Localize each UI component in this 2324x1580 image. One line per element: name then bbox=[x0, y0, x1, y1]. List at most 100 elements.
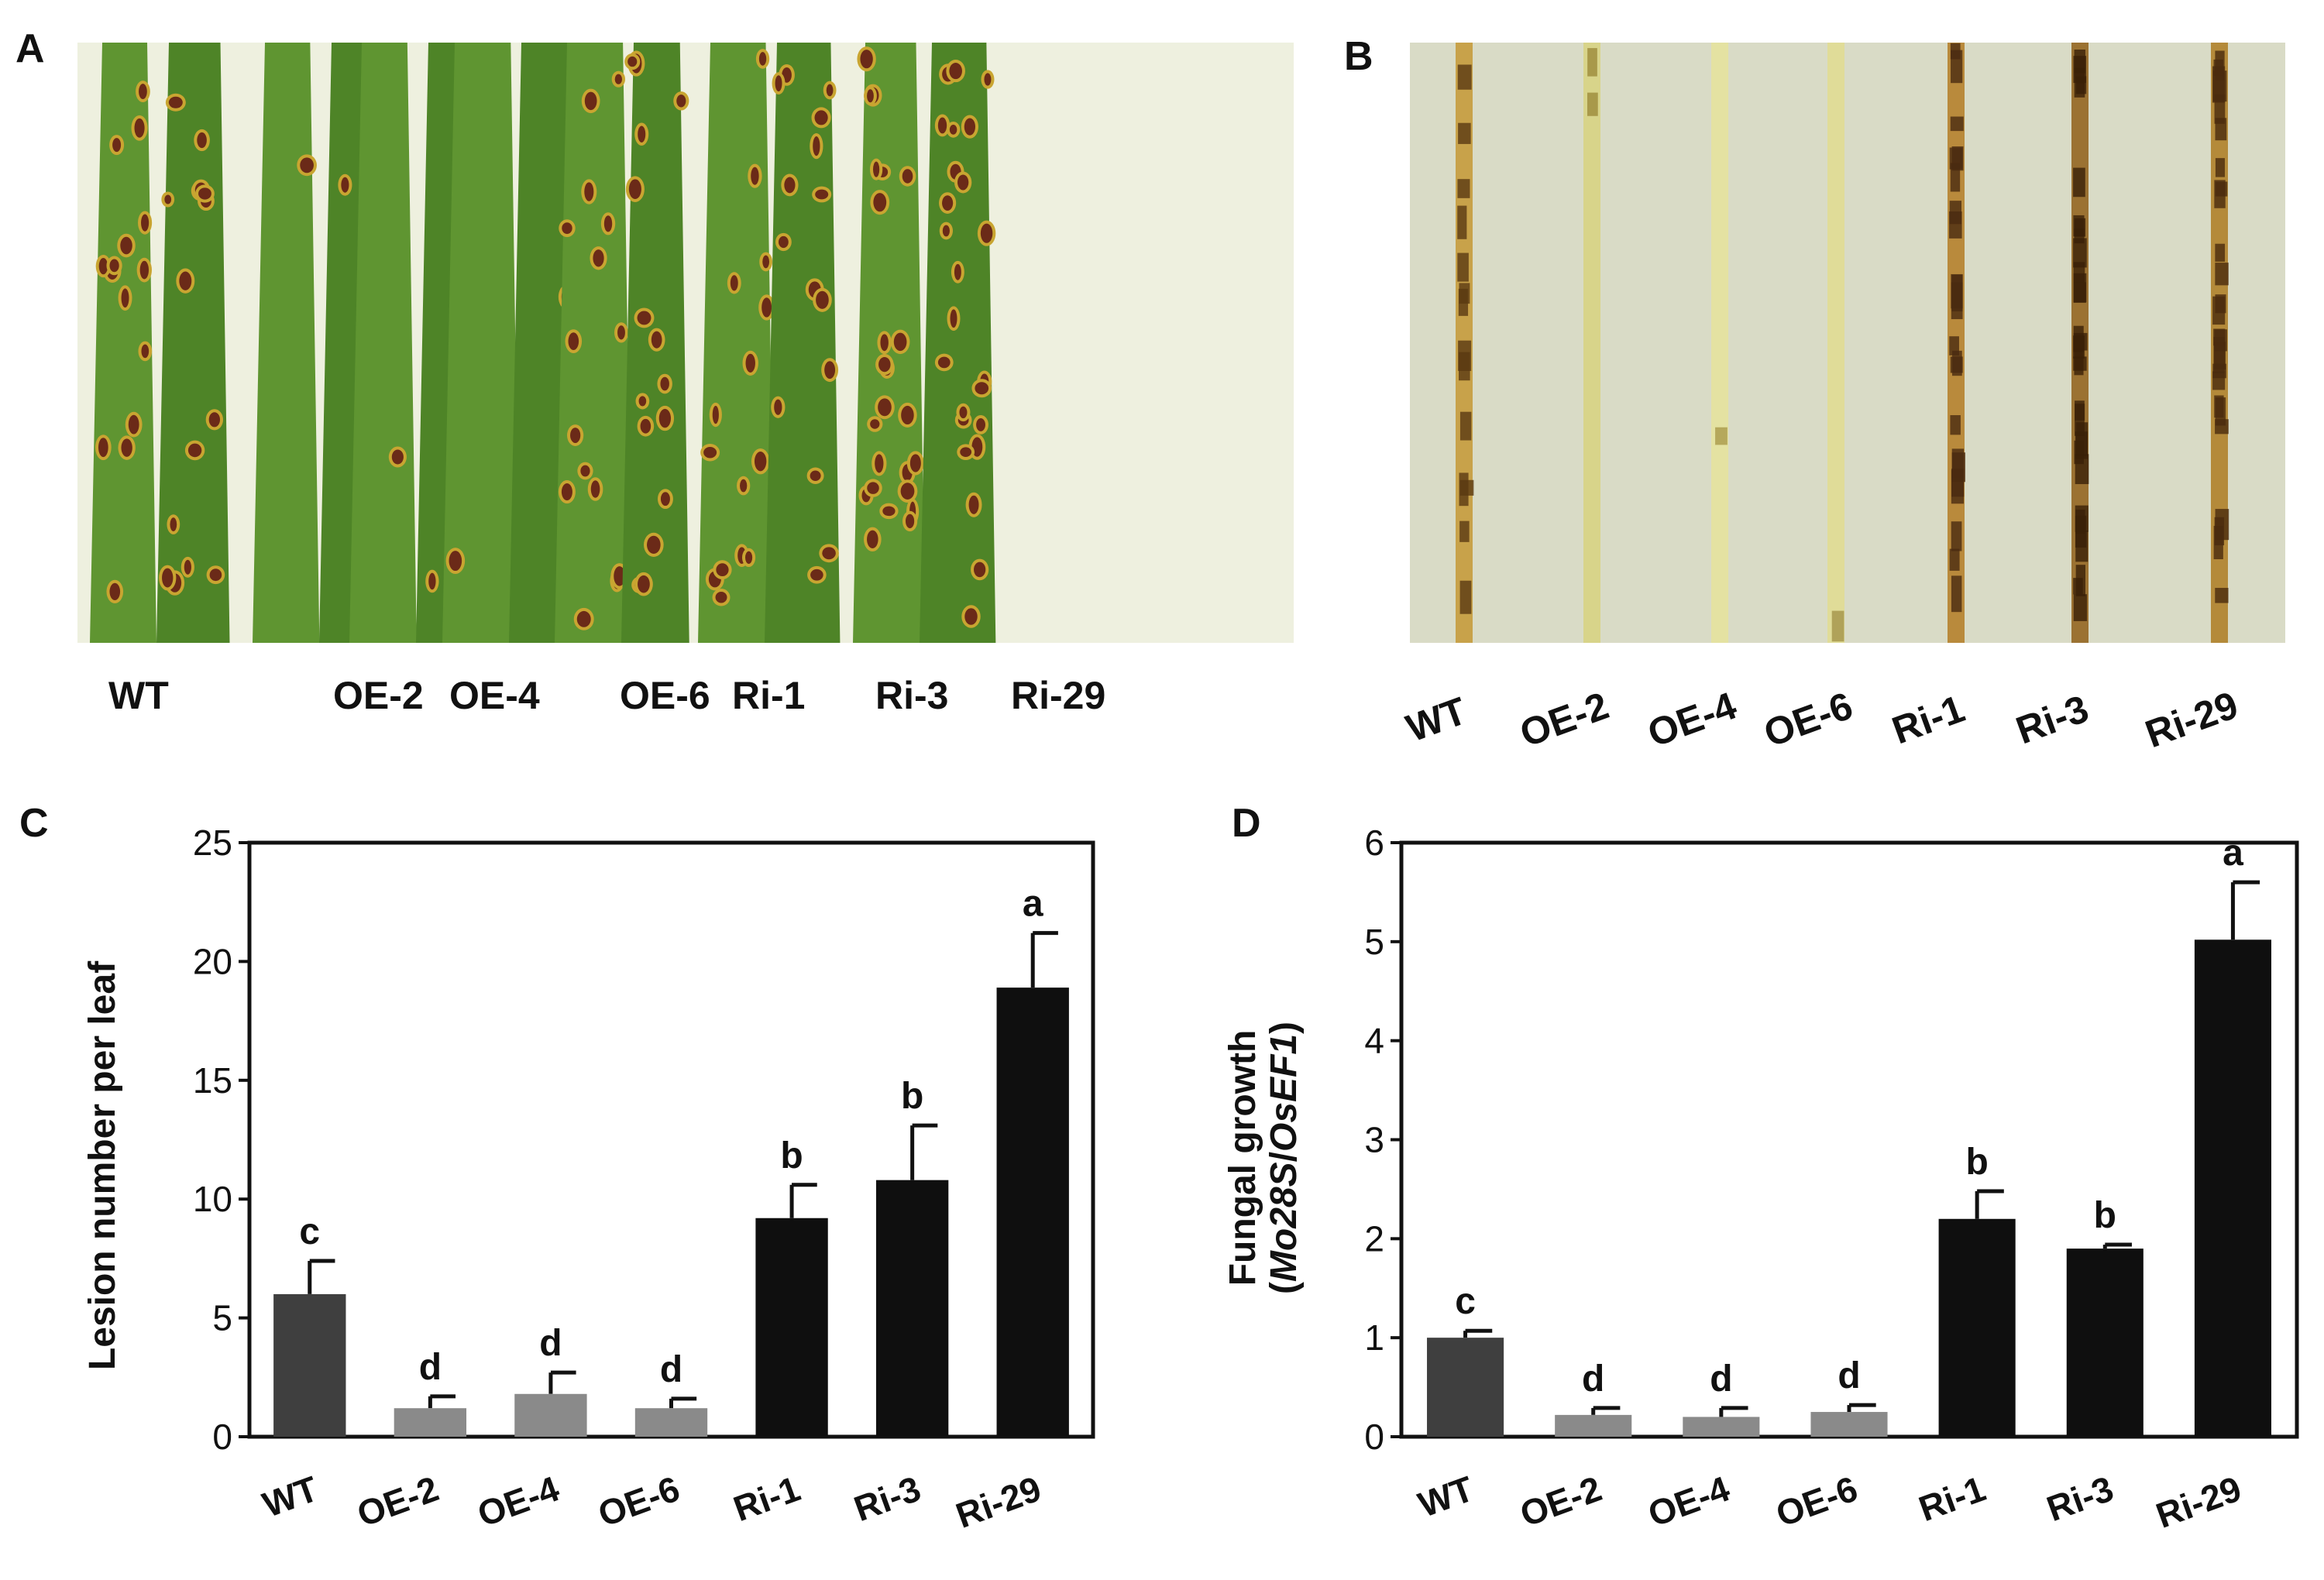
lesion bbox=[810, 470, 821, 481]
bar bbox=[875, 1180, 949, 1437]
lesion bbox=[584, 182, 594, 201]
lesion bbox=[391, 449, 404, 465]
plot-frame bbox=[1399, 840, 2299, 1439]
y-tick-label: 10 bbox=[193, 1179, 232, 1219]
lesion bbox=[628, 179, 641, 199]
lesion bbox=[164, 194, 172, 204]
lesion-streak bbox=[1715, 427, 1728, 445]
lesion-streak bbox=[1951, 468, 1965, 497]
lesion bbox=[775, 75, 782, 92]
x-tick-label: OE-4 bbox=[1643, 1468, 1735, 1534]
lesion bbox=[954, 263, 961, 280]
leaf-photo-a-labels: WT OE-2 OE-4 OE-6 Ri-1 Ri-3 Ri-29 bbox=[108, 674, 1105, 717]
lesion bbox=[617, 325, 625, 340]
strain-label: OE-4 bbox=[449, 674, 540, 717]
significance-letter: d bbox=[539, 1323, 562, 1364]
x-tick-label: OE-2 bbox=[352, 1468, 444, 1535]
lesion bbox=[109, 259, 119, 273]
lesion-streak bbox=[2215, 588, 2229, 603]
strain-label: OE-2 bbox=[333, 674, 424, 717]
lesion-streak bbox=[2215, 118, 2227, 141]
bar bbox=[755, 1218, 828, 1437]
y-axis-label-line1: Fungal growth bbox=[1222, 1030, 1263, 1286]
lesion bbox=[937, 117, 947, 134]
sheath bbox=[1827, 43, 1844, 643]
leaf bbox=[349, 43, 417, 643]
lesion bbox=[614, 74, 623, 84]
strain-label: Ri-1 bbox=[732, 674, 805, 717]
strain-label: OE-2 bbox=[1514, 684, 1614, 756]
bar bbox=[1938, 1218, 2016, 1437]
lesion bbox=[822, 547, 836, 560]
lesion bbox=[761, 297, 772, 318]
strain-label: OE-6 bbox=[1758, 684, 1858, 756]
bar bbox=[996, 988, 1069, 1437]
significance-letter: d bbox=[419, 1347, 442, 1388]
panel-label-d: D bbox=[1232, 801, 1261, 846]
lesion bbox=[902, 169, 913, 184]
x-tick-label: Ri-29 bbox=[2150, 1468, 2246, 1536]
lesion bbox=[942, 195, 954, 211]
lesion bbox=[121, 438, 132, 457]
x-tick-label: Ri-3 bbox=[2041, 1468, 2118, 1530]
y-tick-label: 4 bbox=[1364, 1021, 1384, 1061]
lesion-streak bbox=[2073, 273, 2087, 303]
y-axis-label-paren-close: ) bbox=[1263, 1022, 1305, 1034]
lesion bbox=[576, 610, 591, 627]
lesion bbox=[660, 376, 669, 391]
strain-label: WT bbox=[108, 674, 169, 717]
lesion bbox=[170, 517, 177, 531]
lesion bbox=[745, 353, 755, 373]
lesion bbox=[870, 419, 880, 429]
lesion-streak bbox=[1587, 92, 1598, 116]
lesion-streak bbox=[2215, 397, 2226, 426]
strain-label: Ri-29 bbox=[1011, 674, 1105, 717]
lesion-streak bbox=[2215, 158, 2225, 177]
lesion-streak bbox=[2073, 325, 2084, 352]
significance-letter: d bbox=[1838, 1355, 1860, 1396]
leaf bbox=[920, 43, 996, 643]
lesion-streak bbox=[1949, 548, 1960, 571]
lesion bbox=[860, 50, 873, 69]
lesion bbox=[810, 568, 823, 581]
lesion-streak bbox=[1951, 146, 1964, 171]
x-tick-label: Ri-29 bbox=[951, 1468, 1046, 1536]
x-tick-label: Ri-3 bbox=[849, 1468, 926, 1530]
strain-label: Ri-29 bbox=[2140, 683, 2243, 756]
lesion bbox=[762, 255, 770, 269]
lesion bbox=[141, 214, 150, 232]
lesion bbox=[949, 63, 962, 80]
lesion bbox=[98, 438, 108, 458]
lesion bbox=[712, 405, 719, 424]
lesion-streak bbox=[2075, 400, 2085, 436]
panel-label-b: B bbox=[1344, 34, 1373, 79]
bar bbox=[2194, 939, 2271, 1437]
lesion-streak bbox=[1457, 252, 1469, 282]
lesion bbox=[198, 187, 211, 200]
bar bbox=[1427, 1338, 1504, 1437]
lesion bbox=[120, 236, 132, 255]
leaf bbox=[156, 43, 230, 643]
lesion bbox=[179, 271, 192, 290]
x-tick-label: OE-4 bbox=[473, 1468, 565, 1534]
leaf bbox=[442, 43, 521, 643]
lesion bbox=[660, 492, 670, 507]
lesion bbox=[974, 562, 986, 578]
y-tick-label: 20 bbox=[193, 941, 232, 981]
strain-label: Ri-3 bbox=[875, 674, 948, 717]
lesion bbox=[568, 332, 579, 351]
lesion-streak bbox=[2215, 419, 2229, 434]
lesion bbox=[937, 356, 951, 369]
lesion bbox=[964, 608, 978, 625]
panel-label-c: C bbox=[19, 801, 49, 846]
significance-letter: c bbox=[299, 1211, 320, 1252]
plot-frame bbox=[247, 840, 1095, 1439]
lesion-streak bbox=[2073, 594, 2088, 621]
leaf bbox=[90, 43, 157, 643]
lesion bbox=[814, 110, 828, 125]
bar bbox=[2066, 1249, 2144, 1437]
y-tick-label: 15 bbox=[193, 1060, 232, 1101]
x-tick-label: Ri-1 bbox=[1913, 1468, 1990, 1530]
significance-letter: b bbox=[2094, 1195, 2116, 1236]
leaf bbox=[253, 43, 320, 643]
